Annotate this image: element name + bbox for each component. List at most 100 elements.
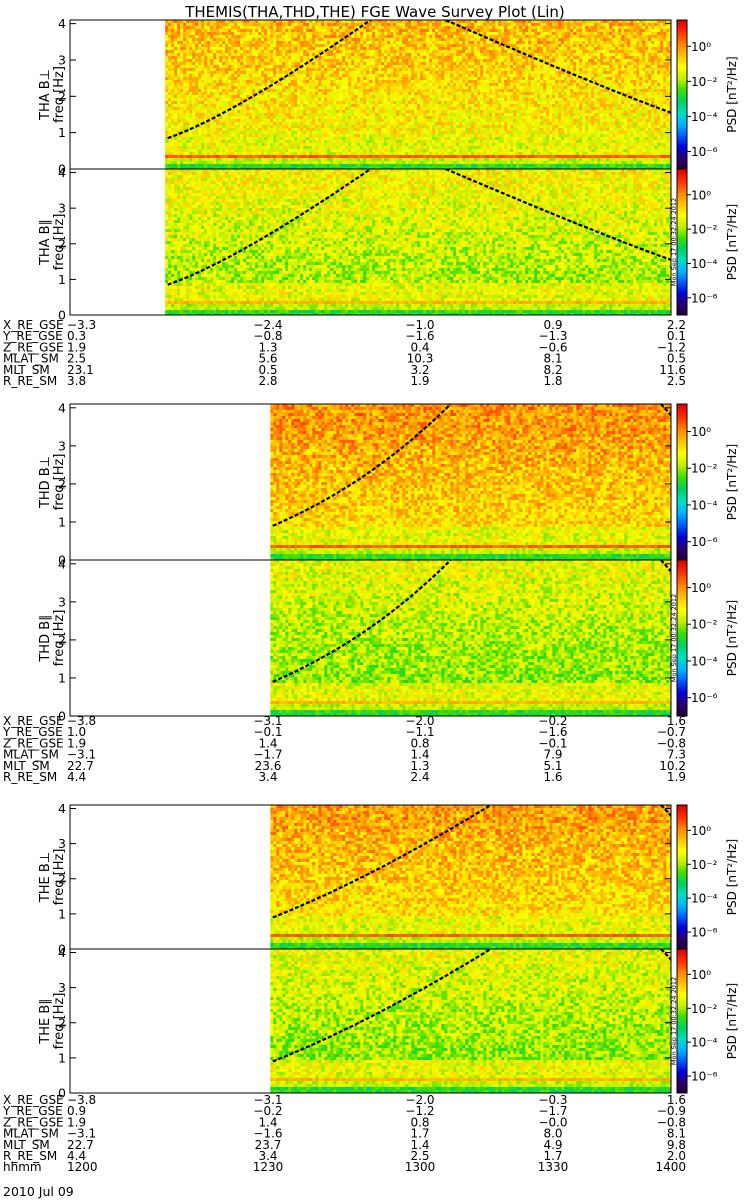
y-tick-label: 1 xyxy=(58,670,66,685)
y-tick-label: 0 xyxy=(58,1086,66,1101)
ephemeris-value: 23.1 xyxy=(67,363,94,377)
ephemeris-tables: X_RE_GSE −3.3 −2.4 −1.0 0.9 2.2Y_RE_GSE 0.3 −0.… xyxy=(2,318,686,1174)
ephemeris-value: 22.7 xyxy=(67,759,94,773)
ephemeris-value: 1.4 xyxy=(410,748,429,762)
ephemeris-value: 8.1 xyxy=(543,352,562,366)
ephemeris-row-label: X_RE_GSE xyxy=(3,714,64,728)
ephemeris-value: 0.9 xyxy=(543,318,562,332)
colorbar: 10⁰ 10⁻² 10⁻⁴ 10⁻⁶ PSD [nT²/Hz] xyxy=(676,403,739,561)
colorbar-tick-label: 10⁰ xyxy=(691,968,711,982)
y-tick-label: 3 xyxy=(58,201,66,216)
ephemeris-value: −3.1 xyxy=(253,714,282,728)
ephemeris-row-label: MLT_SM xyxy=(3,759,50,773)
ephemeris-value: 2.0 xyxy=(667,1149,686,1163)
y-tick-label: 0 xyxy=(58,942,66,957)
panel-frame xyxy=(69,948,672,1094)
panel-name-label: THE B∥ xyxy=(38,998,53,1044)
y-tick-label: 2 xyxy=(58,89,66,104)
ephemeris-value: 3.8 xyxy=(67,374,86,388)
y-tick-label: 1 xyxy=(58,272,66,287)
ephemeris-value: −0.1 xyxy=(253,725,282,739)
gyrofrequency-curve xyxy=(272,949,492,1063)
ephemeris-value: 5.6 xyxy=(258,352,277,366)
ephemeris-value: 8.1 xyxy=(667,1127,686,1141)
ephemeris-value: −0.7 xyxy=(657,725,686,739)
ephemeris-value: 0.4 xyxy=(410,340,429,354)
y-tick-label: 0 xyxy=(58,709,66,724)
ephemeris-value: 8.0 xyxy=(543,1127,562,1141)
panel-name-label: THA B∥ xyxy=(38,219,53,266)
colorbar-tick-label: 10⁻⁶ xyxy=(691,926,718,940)
colorbar-tick-label: 10⁻⁶ xyxy=(691,1070,718,1084)
panel-frame xyxy=(69,168,672,316)
colorbar-tick-label: 10⁻⁴ xyxy=(691,1036,718,1050)
ephemeris-value: 1.9 xyxy=(667,770,686,784)
y-tick-label: 2 xyxy=(58,476,66,491)
ephemeris-value: 3.4 xyxy=(258,1149,277,1163)
ephemeris-value: 4.4 xyxy=(67,770,86,784)
ephemeris-row-label: MLAT_SM xyxy=(3,748,59,762)
colorbar: 10⁰ 10⁻² 10⁻⁴ 10⁻⁶ PSD [nT²/Hz] xyxy=(676,948,739,1094)
y-tick-label: 3 xyxy=(58,438,66,453)
colorbar-label: PSD [nT²/Hz] xyxy=(725,839,739,915)
spectrogram-panel: 0 1 2 3 4 THD B⊥ freq [Hz] 10⁰ 10⁻² 10⁻⁴ 10⁻⁶ PSD [… xyxy=(38,400,739,567)
ephemeris-value: −0.8 xyxy=(657,1115,686,1129)
y-tick-label: 3 xyxy=(58,836,66,851)
ephemeris-value: −2.4 xyxy=(253,318,282,332)
colorbar-tick-label: 10⁻⁶ xyxy=(691,535,718,549)
spectrogram-panel: 0 1 2 3 4 THE B∥ freq [Hz] 10⁰ 10⁻² 10⁻⁴ 10⁻⁶ PSD [… xyxy=(38,945,739,1100)
spectrogram-heatmap xyxy=(165,20,671,169)
ephemeris-value: −1.7 xyxy=(253,748,282,762)
panel-frame xyxy=(69,559,672,717)
ephemeris-table: X_RE_GSE −3.3 −2.4 −1.0 0.9 2.2 Y_RE_GSE 0.3 −0.… xyxy=(2,318,686,388)
gyrofrequency-curve xyxy=(167,169,372,286)
ephemeris-value: 10.2 xyxy=(659,759,686,773)
ephemeris-row-label: MLT_SM xyxy=(3,363,50,377)
ephemeris-value: 23.6 xyxy=(255,759,282,773)
colorbar-tick-label: 10⁻⁴ xyxy=(691,654,718,668)
ephemeris-value: 1.9 xyxy=(67,736,86,750)
chart-title: THEMIS(THA,THD,THE) FGE Wave Survey Plot… xyxy=(184,3,565,21)
spectrogram-heatmap xyxy=(270,404,671,560)
ephemeris-row-label: hhmm xyxy=(3,1160,42,1174)
ephemeris-value: −1.6 xyxy=(405,329,434,343)
ephemeris-value: 2.2 xyxy=(667,318,686,332)
panel-name-label: THA B⊥ xyxy=(38,69,53,121)
ephemeris-value: −0.2 xyxy=(538,714,567,728)
ephemeris-value: −3.1 xyxy=(67,1127,96,1141)
ephemeris-value: 2.5 xyxy=(67,352,86,366)
ephemeris-value: 1.7 xyxy=(543,1149,562,1163)
y-tick-label: 4 xyxy=(58,165,66,180)
ephemeris-value: 7.9 xyxy=(543,748,562,762)
colorbar-tick-label: 10⁰ xyxy=(691,40,711,54)
ephemeris-value: −1.2 xyxy=(405,1104,434,1118)
ephemeris-value: 1230 xyxy=(253,1160,284,1174)
y-axis-label: freq [Hz] xyxy=(52,993,67,1050)
gyrofrequency-curve xyxy=(660,560,671,573)
ephemeris-row-label: Y_RE_GSE xyxy=(2,329,63,343)
ephemeris-row-label: Z_RE_GSE xyxy=(3,1115,64,1129)
colorbar-label: PSD [nT²/Hz] xyxy=(725,600,739,676)
colorbar-label: PSD [nT²/Hz] xyxy=(725,444,739,520)
gyrofrequency-curve xyxy=(660,949,671,961)
ephemeris-value: 7.3 xyxy=(667,748,686,762)
ephemeris-value: 1.8 xyxy=(543,374,562,388)
ephemeris-value: 0.8 xyxy=(410,1115,429,1129)
ephemeris-value: 1400 xyxy=(655,1160,686,1174)
y-tick-label: 0 xyxy=(58,162,66,177)
ephemeris-value: −1.2 xyxy=(657,340,686,354)
timestamp-stamp: Mon Sep 17 00:32:24 2012 xyxy=(670,198,678,286)
ephemeris-table: X_RE_GSE −3.8 −3.1 −2.0 −0.2 1.6 Y_RE_GSE 1.0 −0… xyxy=(2,714,686,784)
ephemeris-row-label: X_RE_GSE xyxy=(3,1093,64,1107)
ephemeris-value: −2.0 xyxy=(405,714,434,728)
ephemeris-value: 2.5 xyxy=(667,374,686,388)
colorbar-tick-label: 10⁻⁶ xyxy=(691,291,718,305)
y-axis-label: freq [Hz] xyxy=(52,849,67,906)
colorbar: 10⁰ 10⁻² 10⁻⁴ 10⁻⁶ PSD [nT²/Hz] xyxy=(676,559,739,717)
ephemeris-value: −1.7 xyxy=(538,1104,567,1118)
spectrogram-panel: 0 1 2 3 4 THD B∥ freq [Hz] 10⁰ 10⁻² 10⁻⁴ 10⁻⁶ PSD [… xyxy=(38,556,739,723)
ephemeris-value: 1.0 xyxy=(67,725,86,739)
y-tick-label: 4 xyxy=(58,400,66,415)
